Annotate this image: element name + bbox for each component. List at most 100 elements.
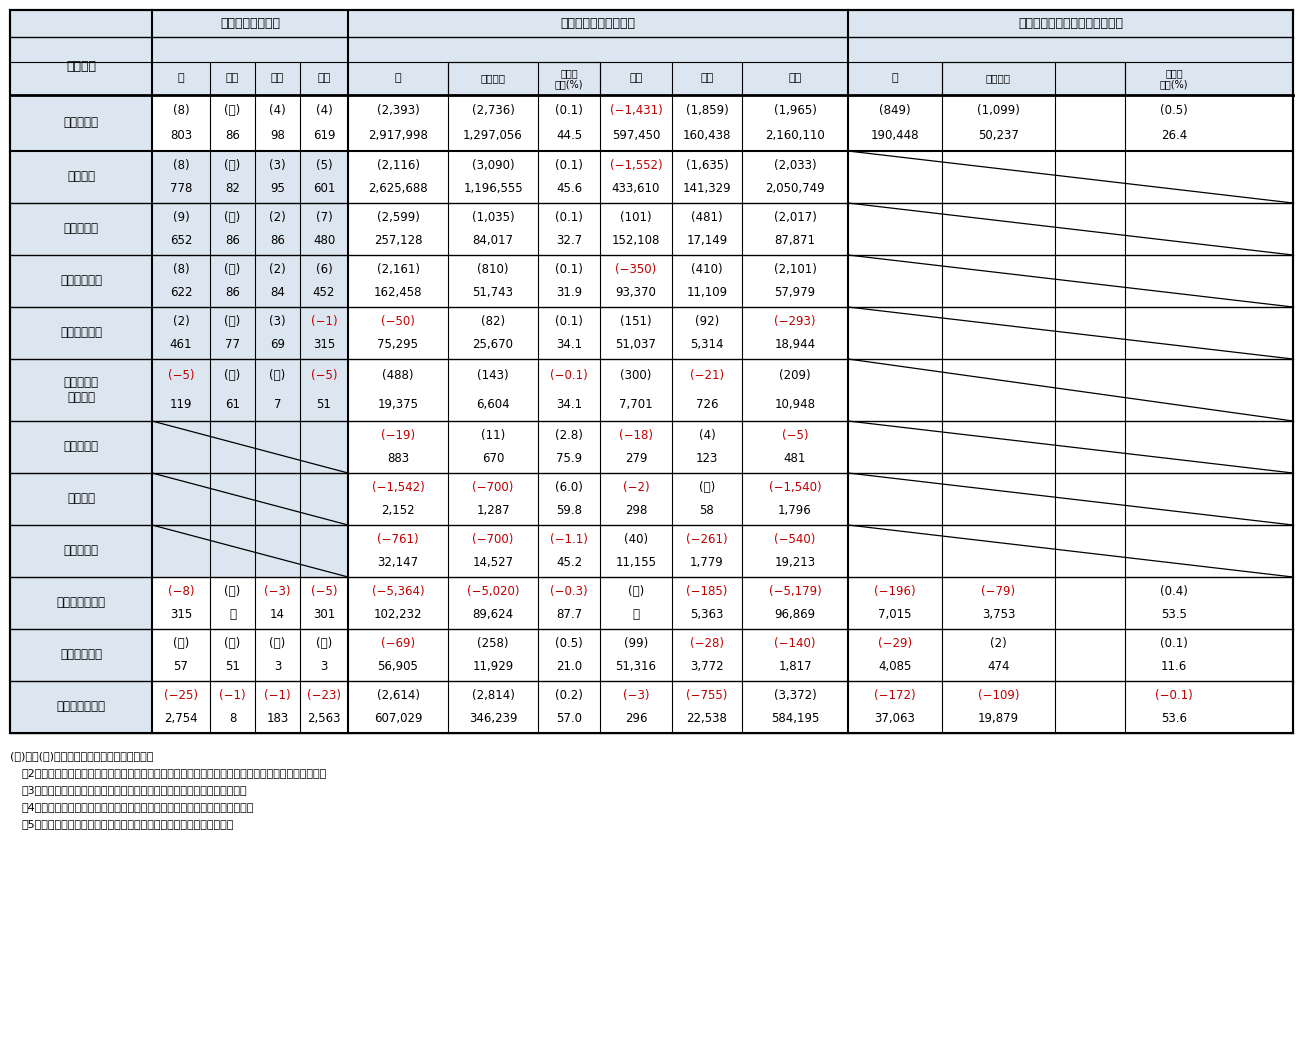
- Text: (2): (2): [269, 211, 286, 223]
- Text: 86: 86: [226, 234, 240, 248]
- Text: 56,905: 56,905: [378, 661, 419, 674]
- Text: (−5): (−5): [310, 369, 338, 382]
- Text: 在　学　者　数（人）: 在 学 者 数（人）: [561, 17, 635, 30]
- Text: (−5): (−5): [782, 429, 808, 442]
- Text: 119: 119: [170, 398, 192, 411]
- Text: 1,779: 1,779: [690, 556, 724, 569]
- Text: 51,037: 51,037: [615, 338, 656, 351]
- Text: 7,701: 7,701: [619, 398, 653, 411]
- Text: うち別科: うち別科: [67, 493, 95, 505]
- Text: (2): (2): [269, 263, 286, 276]
- Text: 短　期　大　学: 短 期 大 学: [56, 597, 106, 610]
- Text: (−293): (−293): [775, 315, 816, 328]
- Text: 51: 51: [226, 661, 240, 674]
- Text: (−5): (−5): [310, 584, 338, 598]
- Text: 75,295: 75,295: [377, 338, 419, 351]
- Text: 601: 601: [313, 182, 335, 196]
- Bar: [153, 359, 348, 421]
- Text: 19,213: 19,213: [775, 556, 815, 569]
- Bar: [10, 10, 1294, 733]
- Text: (8): (8): [172, 263, 189, 276]
- Text: うち博士課程: うち博士課程: [60, 327, 102, 339]
- Text: 480: 480: [313, 234, 335, 248]
- Text: 102,232: 102,232: [374, 609, 422, 621]
- Text: 2,152: 2,152: [381, 504, 415, 517]
- Text: 3,772: 3,772: [690, 661, 724, 674]
- Text: (2.8): (2.8): [556, 429, 583, 442]
- Text: 国立: 国立: [630, 73, 643, 83]
- Text: 57: 57: [173, 661, 189, 674]
- Text: 82: 82: [226, 182, 240, 196]
- Text: 59.8: 59.8: [556, 504, 582, 517]
- Text: 51: 51: [317, 398, 331, 411]
- Text: 11,109: 11,109: [686, 286, 728, 299]
- Text: (−3): (−3): [623, 688, 649, 701]
- Text: (151): (151): [621, 315, 652, 328]
- Text: (3): (3): [269, 159, 286, 171]
- Text: (488): (488): [382, 369, 413, 382]
- Text: 44.5: 44.5: [556, 130, 582, 143]
- Text: (−109): (−109): [978, 688, 1020, 701]
- Text: (−19): (−19): [381, 429, 415, 442]
- Text: 87,871: 87,871: [775, 234, 815, 248]
- Text: 75.9: 75.9: [556, 452, 582, 465]
- Text: (－): (－): [173, 636, 189, 649]
- Text: 34.1: 34.1: [556, 338, 582, 351]
- Text: (−5): (−5): [168, 369, 194, 382]
- Text: (−25): (−25): [164, 688, 198, 701]
- Text: (101): (101): [621, 211, 652, 223]
- Text: 95: 95: [270, 182, 286, 196]
- Text: 1,817: 1,817: [778, 661, 812, 674]
- Text: 162,458: 162,458: [374, 286, 422, 299]
- Text: 2,050,749: 2,050,749: [765, 182, 825, 196]
- Text: (8): (8): [172, 159, 189, 171]
- Text: 国立: 国立: [226, 73, 239, 83]
- Text: 1,287: 1,287: [476, 504, 510, 517]
- Text: 教　員　数（本務者）　（人）: 教 員 数（本務者） （人）: [1018, 17, 1123, 30]
- Text: 89,624: 89,624: [472, 609, 514, 621]
- Text: 10,948: 10,948: [775, 398, 815, 411]
- Text: (−8): (−8): [168, 584, 194, 598]
- Text: 670: 670: [481, 452, 505, 465]
- Text: 26.4: 26.4: [1161, 130, 1187, 143]
- Text: 大　　　学: 大 学: [64, 116, 99, 130]
- Text: 607,029: 607,029: [374, 713, 422, 726]
- Text: 152,108: 152,108: [612, 234, 660, 248]
- Text: (8): (8): [172, 103, 189, 117]
- Text: 461: 461: [170, 338, 192, 351]
- Text: 計: 計: [177, 73, 184, 83]
- Text: 21.0: 21.0: [556, 661, 582, 674]
- Text: (−5,020): (−5,020): [467, 584, 519, 598]
- Bar: [449, 62, 600, 95]
- Text: 4,085: 4,085: [879, 661, 911, 674]
- Text: (−5,364): (−5,364): [372, 584, 424, 598]
- Text: 257,128: 257,128: [374, 234, 422, 248]
- Text: 98: 98: [270, 130, 286, 143]
- Text: (2,017): (2,017): [773, 211, 816, 223]
- Text: 11,155: 11,155: [615, 556, 656, 569]
- Text: 公立: 公立: [700, 73, 713, 83]
- Text: (810): (810): [477, 263, 509, 276]
- Text: うち修士課程: うち修士課程: [60, 275, 102, 287]
- Text: (−3): (−3): [265, 584, 291, 598]
- Text: (−21): (−21): [690, 369, 724, 382]
- Text: 14,527: 14,527: [472, 556, 514, 569]
- Text: うち専攻科: うち専攻科: [64, 440, 99, 453]
- Text: (−0.1): (−0.1): [550, 369, 588, 382]
- Text: 1,297,056: 1,297,056: [463, 130, 523, 143]
- Text: (－): (－): [224, 315, 241, 328]
- Bar: [10, 10, 1294, 733]
- Bar: [941, 62, 1125, 95]
- Text: (3,090): (3,090): [472, 159, 514, 171]
- Text: (0.4): (0.4): [1161, 584, 1188, 598]
- Text: 14: 14: [270, 609, 286, 621]
- Text: (2,161): (2,161): [377, 263, 420, 276]
- Text: (99): (99): [623, 636, 648, 649]
- Text: (1,035): (1,035): [472, 211, 514, 223]
- Text: 2　「在学者数」には，学部学生・本科学生のほか，専攻科・別科の学生，科目等履修生等を含む。: 2 「在学者数」には，学部学生・本科学生のほか，専攻科・別科の学生，科目等履修生…: [22, 768, 327, 778]
- Text: (0.1): (0.1): [1161, 636, 1188, 649]
- Text: 45.2: 45.2: [556, 556, 582, 569]
- Bar: [153, 473, 348, 525]
- Text: 5,363: 5,363: [690, 609, 724, 621]
- Text: 622: 622: [170, 286, 192, 299]
